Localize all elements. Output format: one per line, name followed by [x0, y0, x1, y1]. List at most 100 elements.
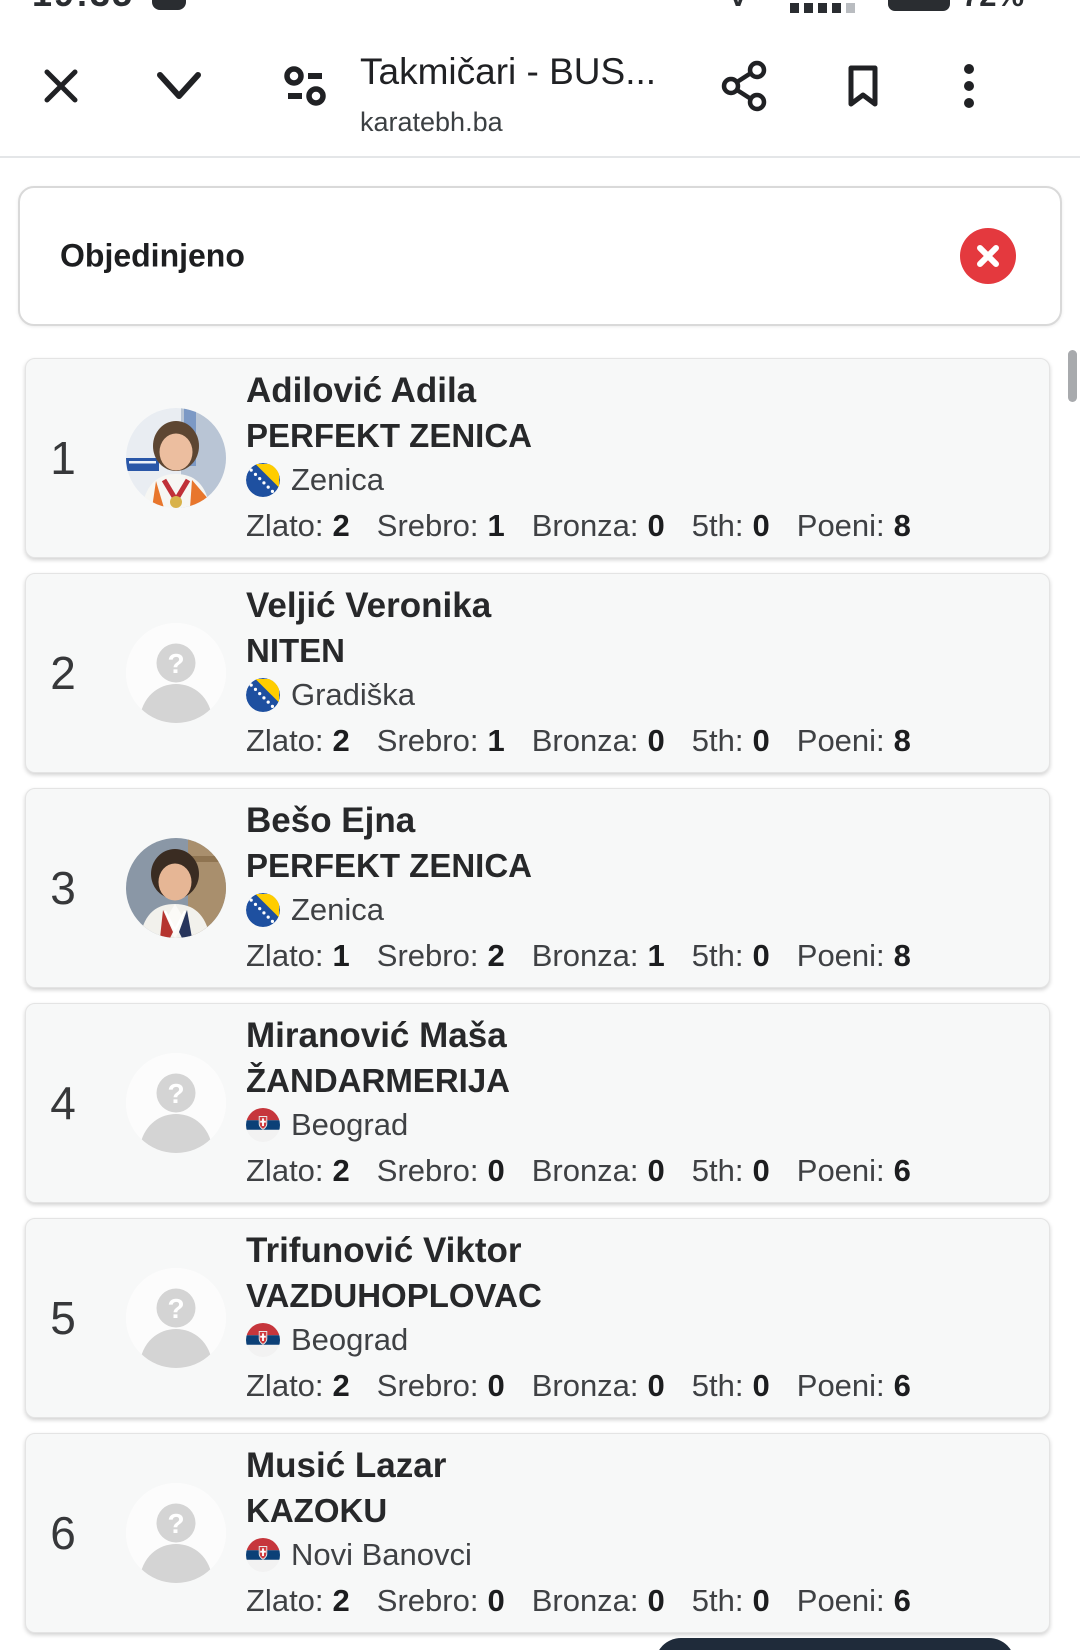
filter-chip: Objedinjeno [18, 186, 1062, 326]
stats-row: Zlato: 1 Srebro: 2 Bronza: 1 5th: 0 Poeni: 8 [246, 933, 1049, 979]
city-row: Beograd [246, 1103, 1049, 1148]
status-time: 19:35 [32, 0, 134, 13]
city-label: Zenica [291, 892, 385, 927]
stat-bronze: Bronza: 0 [531, 1152, 665, 1188]
competitor-name: Trifunović Viktor [246, 1230, 522, 1270]
rank-number: 4 [50, 1077, 76, 1129]
page-title-block: Takmičari - BUS... karatebh.ba [360, 51, 700, 138]
stats-row: Zlato: 2 Srebro: 1 Bronza: 0 5th: 0 Poeni: 8 [246, 718, 1049, 764]
stat-gold: Zlato: 2 [246, 1367, 350, 1403]
stat-gold: Zlato: 2 [246, 1582, 350, 1618]
competitor-list: 1 Adilović Adila PERFEKT ZENICA [25, 358, 1050, 1648]
stat-silver: Srebro: 0 [376, 1152, 505, 1188]
stat-fifth: 5th: 0 [691, 1152, 770, 1188]
serbia-flag-icon [246, 1538, 280, 1572]
close-icon[interactable] [32, 13, 90, 158]
competitor-photo [126, 408, 226, 508]
svg-text:?: ? [167, 648, 184, 679]
city-label: Gradiška [291, 677, 416, 712]
page-title: Takmičari - BUS... [360, 51, 657, 92]
stat-fifth: 5th: 0 [691, 1582, 770, 1618]
stat-fifth: 5th: 0 [691, 937, 770, 973]
volte-icon: V [728, 0, 748, 13]
stat-fifth: 5th: 0 [691, 722, 770, 758]
competitor-name: Adilović Adila [246, 370, 477, 410]
stat-fifth: 5th: 0 [691, 507, 770, 543]
city-row: Gradiška [246, 673, 1049, 718]
svg-text:?: ? [167, 1078, 184, 1109]
stat-points: Poeni: 8 [796, 722, 911, 758]
competitor-card[interactable]: 5 ? Trifunović Viktor VAZDUHOPLOVAC [25, 1218, 1050, 1418]
status-bar: 19:35 V 72% [0, 0, 1080, 13]
competitor-card[interactable]: 4 ? Miranović Maša ŽANDARMERIJA [25, 1003, 1050, 1203]
filter-remove-button[interactable] [960, 228, 1016, 284]
city-row: Novi Banovci [246, 1533, 1049, 1578]
stat-silver: Srebro: 1 [376, 507, 505, 543]
overflow-menu-icon[interactable] [944, 13, 994, 158]
competitor-info: Adilović Adila PERFEKT ZENICA [246, 368, 1049, 549]
stat-bronze: Bronza: 0 [531, 507, 665, 543]
city-row: Zenica [246, 458, 1049, 503]
stat-silver: Srebro: 2 [376, 937, 505, 973]
bookmark-icon[interactable] [834, 13, 892, 158]
stats-row: Zlato: 2 Srebro: 0 Bronza: 0 5th: 0 Poeni: 6 [246, 1578, 1049, 1624]
competitor-club: VAZDUHOPLOVAC [246, 1276, 542, 1314]
competitor-card[interactable]: 1 Adilović Adila PERFEKT ZENICA [25, 358, 1050, 558]
city-label: Zenica [291, 462, 385, 497]
stat-gold: Zlato: 2 [246, 722, 350, 758]
page-url: karatebh.ba [360, 107, 503, 137]
competitor-club: PERFEKT ZENICA [246, 416, 533, 454]
avatar-placeholder: ? [126, 623, 226, 723]
stat-gold: Zlato: 2 [246, 1152, 350, 1188]
competitor-name: Veljić Veronika [246, 585, 492, 625]
bottom-sheet-button[interactable] [655, 1638, 1015, 1650]
city-label: Novi Banovci [291, 1537, 472, 1572]
stat-silver: Srebro: 0 [376, 1582, 505, 1618]
signal-bars-icon [790, 0, 855, 13]
rank-number: 1 [50, 432, 76, 484]
chevron-down-icon[interactable] [150, 13, 208, 158]
avatar-placeholder: ? [126, 1483, 226, 1583]
stat-points: Poeni: 6 [796, 1582, 911, 1618]
stats-row: Zlato: 2 Srebro: 1 Bronza: 0 5th: 0 Poeni: 8 [246, 503, 1049, 549]
stat-bronze: Bronza: 1 [531, 937, 665, 973]
scrollbar-thumb[interactable] [1068, 350, 1077, 402]
stats-row: Zlato: 2 Srebro: 0 Bronza: 0 5th: 0 Poeni: 6 [246, 1363, 1049, 1409]
competitor-photo [126, 838, 226, 938]
competitor-info: Veljić Veronika NITEN Grad [246, 583, 1049, 764]
notification-icon [152, 0, 186, 10]
stat-gold: Zlato: 1 [246, 937, 350, 973]
battery-icon [888, 0, 950, 11]
city-row: Beograd [246, 1318, 1049, 1363]
competitor-club: KAZOKU [246, 1491, 388, 1529]
competitor-club: ŽANDARMERIJA [246, 1061, 510, 1099]
stat-points: Poeni: 6 [796, 1367, 911, 1403]
rank-number: 5 [50, 1292, 76, 1344]
stat-fifth: 5th: 0 [691, 1367, 770, 1403]
stat-bronze: Bronza: 0 [531, 1582, 665, 1618]
competitor-name: Musić Lazar [246, 1445, 447, 1485]
stat-points: Poeni: 8 [796, 507, 911, 543]
stat-bronze: Bronza: 0 [531, 722, 665, 758]
competitor-card[interactable]: 6 ? Musić Lazar KAZOKU [25, 1433, 1050, 1633]
competitor-card[interactable]: 2 ? Veljić Veronika NITEN [25, 573, 1050, 773]
white-x-icon [977, 245, 999, 267]
stat-points: Poeni: 8 [796, 937, 911, 973]
browser-toolbar: Takmičari - BUS... karatebh.ba [0, 13, 1080, 158]
competitor-card[interactable]: 3 Bešo Ejna PERFEKT ZENICA [25, 788, 1050, 988]
competitor-info: Bešo Ejna PERFEKT ZENICA Z [246, 798, 1049, 979]
filter-chip-label: Objedinjeno [60, 237, 245, 274]
competitor-club: NITEN [246, 631, 345, 669]
svg-text:?: ? [167, 1508, 184, 1539]
competitor-name: Miranović Maša [246, 1015, 507, 1055]
serbia-flag-icon [246, 1323, 280, 1357]
stat-bronze: Bronza: 0 [531, 1367, 665, 1403]
bosnia-flag-icon [246, 463, 280, 497]
competitor-name: Bešo Ejna [246, 800, 416, 840]
share-icon[interactable] [716, 13, 774, 158]
filter-tune-icon[interactable] [276, 13, 334, 158]
stat-points: Poeni: 6 [796, 1152, 911, 1188]
city-label: Beograd [291, 1107, 409, 1142]
competitor-info: Miranović Maša ŽANDARMERIJA Beograd Zlat… [246, 1013, 1049, 1194]
